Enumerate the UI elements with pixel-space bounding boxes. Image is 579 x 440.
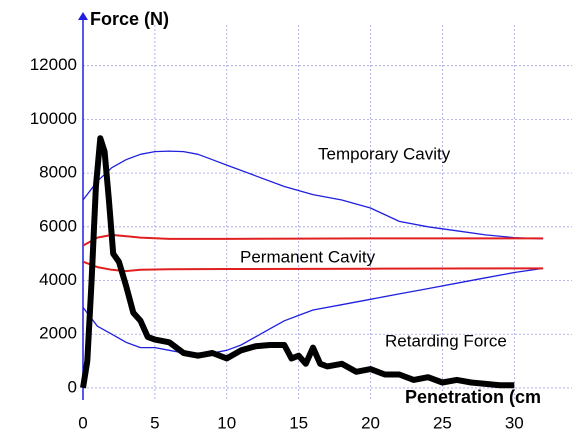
series-line bbox=[82, 233, 544, 247]
x-axis-label: Penetration (cm bbox=[405, 387, 541, 407]
x-tick-label: 15 bbox=[289, 413, 308, 432]
x-tick-label: 5 bbox=[150, 413, 159, 432]
x-tick-label: 0 bbox=[78, 413, 87, 432]
y-tick-label: 8000 bbox=[39, 163, 77, 182]
x-tick-label: 30 bbox=[505, 413, 524, 432]
y-axis-arrow bbox=[78, 12, 88, 20]
series-line bbox=[82, 150, 544, 240]
series-line bbox=[80, 135, 515, 389]
x-tick-label: 20 bbox=[361, 413, 380, 432]
annotation: Permanent Cavity bbox=[240, 247, 376, 266]
series-line bbox=[82, 260, 544, 273]
y-tick-label: 4000 bbox=[39, 270, 77, 289]
y-tick-label: 10000 bbox=[30, 109, 77, 128]
y-axis-label: Force (N) bbox=[90, 9, 169, 29]
series-line bbox=[82, 267, 544, 354]
y-tick-label: 6000 bbox=[39, 216, 77, 235]
annotation: Temporary Cavity bbox=[318, 144, 451, 163]
x-tick-label: 10 bbox=[217, 413, 236, 432]
x-tick-label: 25 bbox=[433, 413, 452, 432]
y-tick-label: 0 bbox=[68, 377, 77, 396]
y-tick-label: 12000 bbox=[30, 55, 77, 74]
y-tick-label: 2000 bbox=[39, 324, 77, 343]
annotation: Retarding Force bbox=[385, 331, 507, 350]
